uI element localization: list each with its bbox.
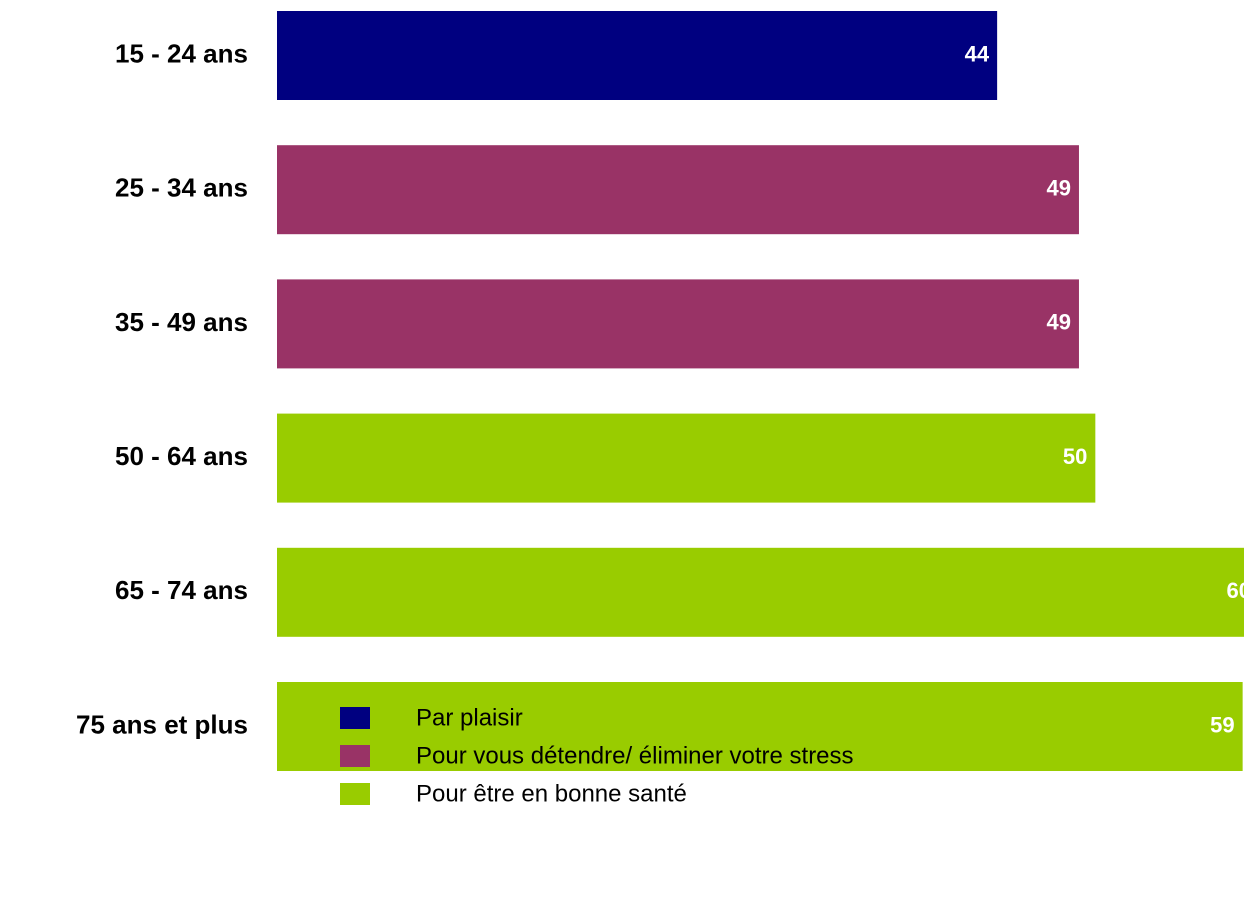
bar — [277, 279, 1079, 369]
value-label: 49 — [1046, 176, 1070, 201]
legend-label: Par plaisir — [416, 704, 523, 731]
legend-label: Pour vous détendre/ éliminer votre stres… — [416, 742, 854, 769]
legend-swatch — [340, 707, 370, 729]
legend-swatch — [340, 783, 370, 805]
value-label: 60 — [1227, 578, 1244, 603]
value-label: 44 — [965, 41, 990, 66]
category-label: 15 - 24 ans — [115, 38, 248, 68]
value-label: 49 — [1046, 310, 1070, 335]
value-label: 59 — [1210, 712, 1234, 737]
value-label: 50 — [1063, 444, 1087, 469]
bar — [277, 11, 998, 100]
legend-swatch — [340, 745, 370, 767]
bar — [277, 413, 1096, 503]
bar — [277, 145, 1079, 235]
category-label: 75 ans et plus — [76, 709, 248, 739]
category-label: 25 - 34 ans — [115, 173, 248, 203]
category-label: 65 - 74 ans — [115, 575, 248, 605]
bar — [277, 682, 1243, 771]
bar — [277, 547, 1244, 637]
legend-label: Pour être en bonne santé — [416, 780, 687, 807]
category-label: 50 - 64 ans — [115, 441, 248, 471]
category-label: 35 - 49 ans — [115, 307, 248, 337]
